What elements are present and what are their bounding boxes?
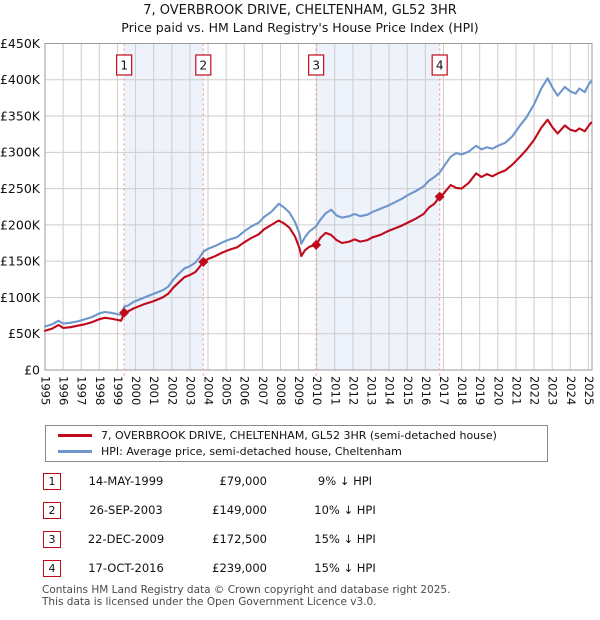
sale-marker-box (195, 54, 212, 76)
y-axis-tick-label: £350K (0, 108, 41, 123)
chart-legend: 7, OVERBROOK DRIVE, CHELTENHAM, GL52 3HR… (45, 425, 548, 462)
x-axis-tick-label: 2008 (274, 376, 288, 405)
hpi-line-swatch (58, 450, 92, 453)
sale-price: £149,000 (212, 503, 267, 517)
x-axis-tick-label: 1996 (57, 376, 71, 405)
x-axis-tick-label: 2014 (383, 376, 397, 405)
x-axis-tick-label: 2006 (238, 376, 252, 405)
property-line-swatch (58, 434, 92, 437)
x-axis-tick-label: 2020 (491, 376, 505, 405)
sale-date: 14-MAY-1999 (88, 474, 164, 488)
y-axis-tick-label: £200K (0, 217, 41, 232)
y-axis-tick-label: £0 (24, 362, 40, 377)
x-axis-tick-label: 2015 (401, 376, 415, 405)
x-axis-tick-label: 2019 (473, 376, 487, 405)
sale-marker-box (431, 54, 448, 76)
sale-table-row: 1 14-MAY-1999 £79,000 9% ↓ HPI (0, 473, 600, 493)
x-axis-tick-label: 2003 (183, 376, 197, 405)
x-axis-tick-label: 1998 (93, 376, 107, 405)
sale-table-row: 4 17-OCT-2016 £239,000 15% ↓ HPI (0, 560, 600, 580)
sale-price: £239,000 (212, 561, 267, 575)
footer-line-1: Contains HM Land Registry data © Crown c… (42, 584, 451, 596)
plot-border (44, 43, 593, 371)
page-title: 7, OVERBROOK DRIVE, CHELTENHAM, GL52 3HR (143, 3, 457, 18)
price-history-chart: 1 2 3 4 £0 £50K £100K £150K £200K £250K £300K £350K… (0, 36, 596, 405)
sale-vs-hpi: 9% ↓ HPI (317, 474, 373, 488)
sale-number-badge: 4 (43, 560, 61, 577)
x-axis-tick-label: 2024 (564, 376, 578, 405)
sale-number-badge: 1 (43, 473, 61, 490)
sale-marker-diamond (119, 307, 130, 318)
y-axis-tick-label: £450K (0, 36, 41, 51)
sale-marker-number: 4 (436, 59, 444, 73)
x-axis-tick-label: 2016 (419, 376, 433, 405)
y-axis-tick-label: £50K (8, 326, 41, 341)
sale-marker-diamond (434, 191, 445, 202)
sale-table-row: 3 22-DEC-2009 £172,500 15% ↓ HPI (0, 531, 600, 551)
x-axis-tick-label: 2017 (437, 376, 451, 405)
legend-item-property: 7, OVERBROOK DRIVE, CHELTENHAM, GL52 3HR… (58, 429, 547, 442)
sale-table-row: 2 26-SEP-2003 £149,000 10% ↓ HPI (0, 502, 600, 522)
sale-marker-number: 2 (199, 59, 207, 73)
y-axis-tick-label: £150K (0, 254, 41, 269)
sale-vs-hpi: 15% ↓ HPI (314, 532, 376, 546)
sale-price: £172,500 (212, 532, 267, 546)
legend-item-hpi: HPI: Average price, semi-detached house,… (58, 445, 547, 458)
sale-number-badge: 2 (43, 502, 61, 519)
x-axis-tick-label: 2018 (455, 376, 469, 405)
between-sales-band (316, 43, 440, 370)
sale-marker-box (116, 54, 133, 76)
x-axis-tick-label: 2010 (310, 376, 324, 405)
x-axis-tick-label: 1997 (75, 376, 89, 405)
sale-vs-hpi: 10% ↓ HPI (314, 503, 376, 517)
x-axis-tick-label: 2023 (546, 376, 560, 405)
x-axis-tick-label: 1999 (111, 376, 125, 405)
sale-marker-number: 3 (312, 59, 320, 73)
sale-date: 26-SEP-2003 (89, 503, 163, 517)
legend-label-hpi: HPI: Average price, semi-detached house,… (101, 445, 402, 458)
x-axis-tick-label: 2007 (256, 376, 270, 405)
page-subtitle: Price paid vs. HM Land Registry's House … (121, 20, 479, 35)
y-axis-tick-label: £300K (0, 145, 41, 160)
x-axis-tick-label: 2022 (528, 376, 542, 405)
y-axis-tick-label: £250K (0, 181, 41, 196)
x-axis-tick-label: 2012 (346, 376, 360, 405)
sale-vs-hpi: 15% ↓ HPI (314, 561, 376, 575)
x-axis-tick-label: 2005 (220, 376, 234, 405)
x-axis-tick-label: 2000 (129, 376, 143, 405)
sale-marker-number: 1 (120, 59, 128, 73)
sale-marker-diamond (198, 256, 209, 267)
x-axis-tick-label: 2013 (365, 376, 379, 405)
x-axis-tick-label: 2002 (165, 376, 179, 405)
x-axis-tick-label: 2004 (202, 376, 216, 405)
footer-line-2: This data is licensed under the Open Gov… (42, 595, 377, 608)
hpi-line (43, 77, 593, 328)
y-axis-tick-label: £100K (0, 290, 41, 305)
sale-number-badge: 3 (43, 531, 61, 548)
y-axis-tick-label: £400K (0, 72, 41, 87)
x-axis-tick-label: 1995 (39, 376, 53, 405)
x-axis-tick-label: 2021 (509, 376, 523, 405)
license-footer: Contains HM Land Registry data © Crown c… (42, 584, 582, 608)
x-axis-tick-label: 2001 (147, 376, 161, 405)
x-axis-tick-label: 2011 (328, 376, 342, 405)
sale-date: 22-DEC-2009 (87, 532, 165, 546)
x-axis-tick-label: 2025 (582, 376, 596, 405)
sale-marker-diamond (311, 239, 322, 250)
sale-price: £79,000 (219, 474, 267, 488)
x-axis-tick-label: 2009 (292, 376, 306, 405)
sale-date: 17-OCT-2016 (88, 561, 164, 575)
legend-label-property: 7, OVERBROOK DRIVE, CHELTENHAM, GL52 3HR… (101, 429, 497, 442)
sale-marker-box (308, 54, 325, 76)
